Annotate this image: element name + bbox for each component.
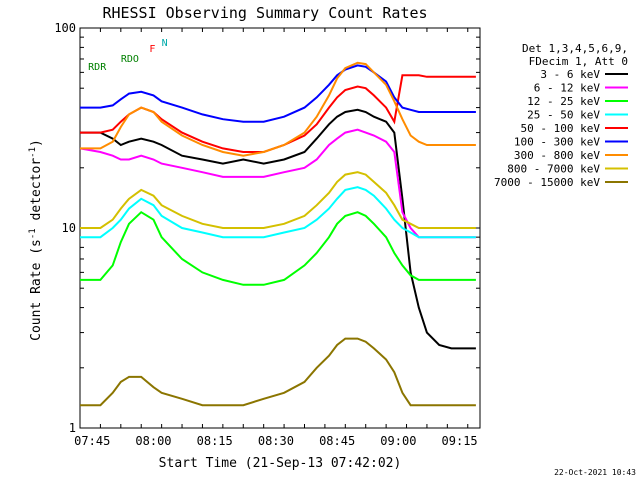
y-tick-label: 1: [69, 421, 76, 435]
y-axis-title-part3: ): [29, 139, 44, 147]
legend-label: 6 - 12 keV: [534, 82, 601, 95]
y-axis-title-part1: Count Rate (s: [29, 239, 44, 341]
series-line-8: [80, 171, 476, 229]
legend-label: 50 - 100 keV: [521, 122, 601, 135]
generated-timestamp: 22-Oct-2021 10:43: [554, 468, 636, 477]
legend: Det 1,3,4,5,6,9, FDecim 1, Att 0 3 - 6 k…: [494, 42, 628, 189]
legend-label: 7000 - 15000 keV: [494, 176, 600, 189]
x-tick-label: 08:15: [197, 434, 233, 448]
legend-label: 100 - 300 keV: [514, 136, 600, 149]
x-tick-label: 09:15: [442, 434, 478, 448]
legend-label: 300 - 800 keV: [514, 149, 600, 162]
series-line-9: [80, 337, 476, 407]
series-line-2: [79, 128, 476, 239]
plot-area: 1 10 100 07:45 08:00 08:15 08:30 08:45 09:00 09:1…: [54, 21, 481, 448]
y-axis-title-sup1: -1: [28, 228, 38, 239]
legend-label: 12 - 25 keV: [527, 95, 600, 108]
series-line-1: [80, 108, 476, 350]
y-axis-title-part2: detector: [29, 158, 44, 229]
y-axis-title: Count Rate (s-1 detector-1): [28, 139, 44, 341]
flag-label: RDR: [88, 62, 107, 73]
x-tick-label: 08:45: [319, 434, 355, 448]
x-tick-label: 08:00: [135, 434, 171, 448]
series-line-3: [80, 210, 476, 286]
chart-title: RHESSI Observing Summary Count Rates: [102, 4, 427, 22]
series-line-7: [80, 61, 476, 157]
x-axis-label: Start Time (21-Sep-13 07:42:02): [159, 456, 402, 471]
y-axis-label: Count Rate (s-1 detector-1): [28, 139, 44, 341]
x-tick-label: 09:00: [380, 434, 416, 448]
x-tick-label: 07:45: [74, 434, 110, 448]
legend-label: 800 - 7000 keV: [507, 163, 600, 176]
legend-label: 3 - 6 keV: [540, 68, 600, 81]
x-axis-title: Start Time (21-Sep-13 07:42:02): [159, 456, 402, 471]
legend-label: 25 - 50 keV: [527, 109, 600, 122]
x-tick-label: 08:30: [258, 434, 294, 448]
series-line-4: [80, 186, 476, 239]
legend-header-line-2: FDecim 1, Att 0: [529, 55, 628, 68]
flag-label: RDO: [121, 54, 139, 65]
series-line-6: [80, 64, 476, 123]
y-axis-title-sup2: -1: [28, 147, 38, 158]
flag-label: F: [149, 44, 155, 55]
y-tick-label: 10: [62, 221, 76, 235]
y-tick-label: 100: [54, 21, 76, 35]
legend-header-line-1: Det 1,3,4,5,6,9,: [522, 42, 628, 55]
flag-label: N: [162, 38, 168, 49]
